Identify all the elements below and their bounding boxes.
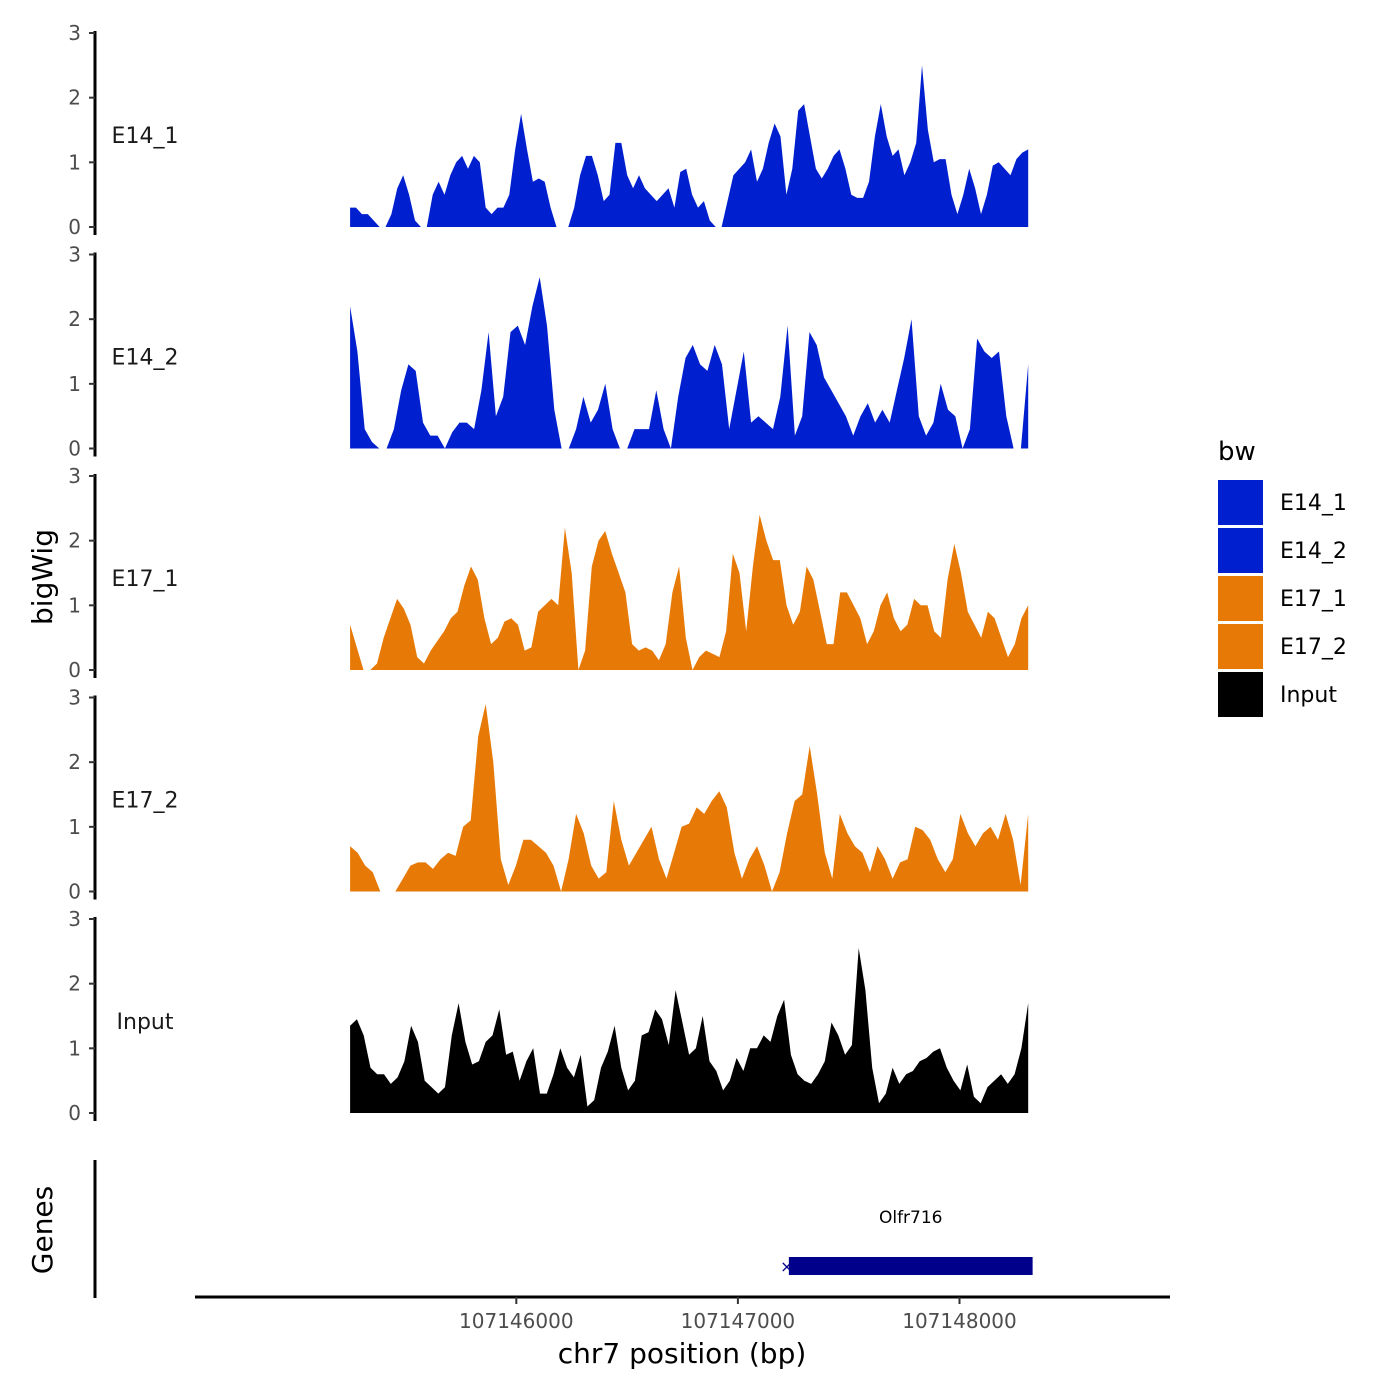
legend-entry-E17_2: E17_2 — [1218, 624, 1347, 669]
legend-label: E14_2 — [1280, 539, 1347, 564]
legend-swatch — [1218, 480, 1263, 525]
coverage-area-E17_1 — [350, 514, 1029, 670]
legend-entry-Input: Input — [1218, 672, 1337, 717]
y-tick-label: 3 — [68, 464, 81, 488]
y-tick-label: 1 — [68, 815, 81, 839]
x-tick-label: 107147000 — [681, 1309, 796, 1333]
track-label: E14_1 — [112, 124, 179, 149]
legend-entry-E14_1: E14_1 — [1218, 480, 1347, 525]
y-tick-label: 0 — [68, 658, 81, 682]
legend-label: E14_1 — [1280, 491, 1347, 516]
y-tick-label: 2 — [68, 972, 81, 996]
track-label: E17_1 — [112, 567, 179, 592]
legend-title: bw — [1218, 437, 1256, 467]
x-axis: 107146000 107147000 107148000 — [195, 1295, 1170, 1333]
strand-marker: × — [780, 1257, 793, 1276]
y-tick-label: 0 — [68, 215, 81, 239]
legend-entry-E14_2: E14_2 — [1218, 528, 1347, 573]
coverage-area-E14_2 — [350, 277, 1029, 449]
track-E17_2: 0 1 2 3 E17_2 — [68, 686, 1029, 904]
y-tick-label: 2 — [68, 86, 81, 110]
y-tick-label: 1 — [68, 372, 81, 396]
gene-label: Olfr716 — [879, 1208, 943, 1228]
legend-swatch — [1218, 672, 1263, 717]
y-tick-label: 2 — [68, 307, 81, 331]
x-tick-label: 107148000 — [902, 1309, 1017, 1333]
track-E17_1: 0 1 2 3 E17_1 — [68, 464, 1029, 682]
legend-swatch — [1218, 576, 1263, 621]
track-E14_2: 0 1 2 3 E14_2 — [68, 243, 1029, 461]
legend-swatch — [1218, 528, 1263, 573]
x-axis-title: chr7 position (bp) — [558, 1337, 807, 1370]
track-label: E14_2 — [112, 346, 179, 371]
track-E14_1: 0 1 2 3 E14_1 — [68, 21, 1029, 239]
coverage-area-E17_2 — [350, 704, 1029, 892]
y-tick-label: 3 — [68, 243, 81, 267]
coverage-area-Input — [350, 948, 1029, 1113]
coverage-area-E14_1 — [350, 65, 1029, 227]
legend-label: E17_1 — [1280, 587, 1347, 612]
y-tick-label: 2 — [68, 750, 81, 774]
y-tick-label: 1 — [68, 150, 81, 174]
y-tick-label: 1 — [68, 593, 81, 617]
y-tick-label: 1 — [68, 1036, 81, 1060]
y-tick-label: 3 — [68, 907, 81, 931]
x-tick-label: 107146000 — [459, 1309, 574, 1333]
genes-track: Olfr716 × — [93, 1160, 1033, 1298]
track-Input: 0 1 2 3 Input — [68, 907, 1029, 1125]
y-tick-label: 2 — [68, 529, 81, 553]
legend-label: Input — [1280, 683, 1337, 708]
tracks-layer: 0 1 2 3 E14_1 0 1 2 3 E14_2 0 1 2 3 E17_1 0 1 2 3 E17_2 0 1 2 3… — [68, 21, 1029, 1125]
genes-track-title: Genes — [26, 1186, 59, 1274]
legend: bw E14_1 E14_2 E17_1 E17_2 Input — [1218, 437, 1347, 717]
legend-swatch — [1218, 624, 1263, 669]
track-label: E17_2 — [112, 789, 179, 814]
track-label: Input — [117, 1010, 174, 1035]
gene-Olfr716: Olfr716 × — [780, 1208, 1033, 1276]
legend-entry-E17_1: E17_1 — [1218, 576, 1347, 621]
y-tick-label: 0 — [68, 1101, 81, 1125]
y-tick-label: 3 — [68, 21, 81, 45]
y-axis-title: bigWig — [26, 529, 59, 625]
y-tick-label: 0 — [68, 437, 81, 461]
legend-label: E17_2 — [1280, 635, 1347, 660]
y-tick-label: 3 — [68, 686, 81, 710]
gene-body — [788, 1257, 1033, 1275]
y-tick-label: 0 — [68, 880, 81, 904]
